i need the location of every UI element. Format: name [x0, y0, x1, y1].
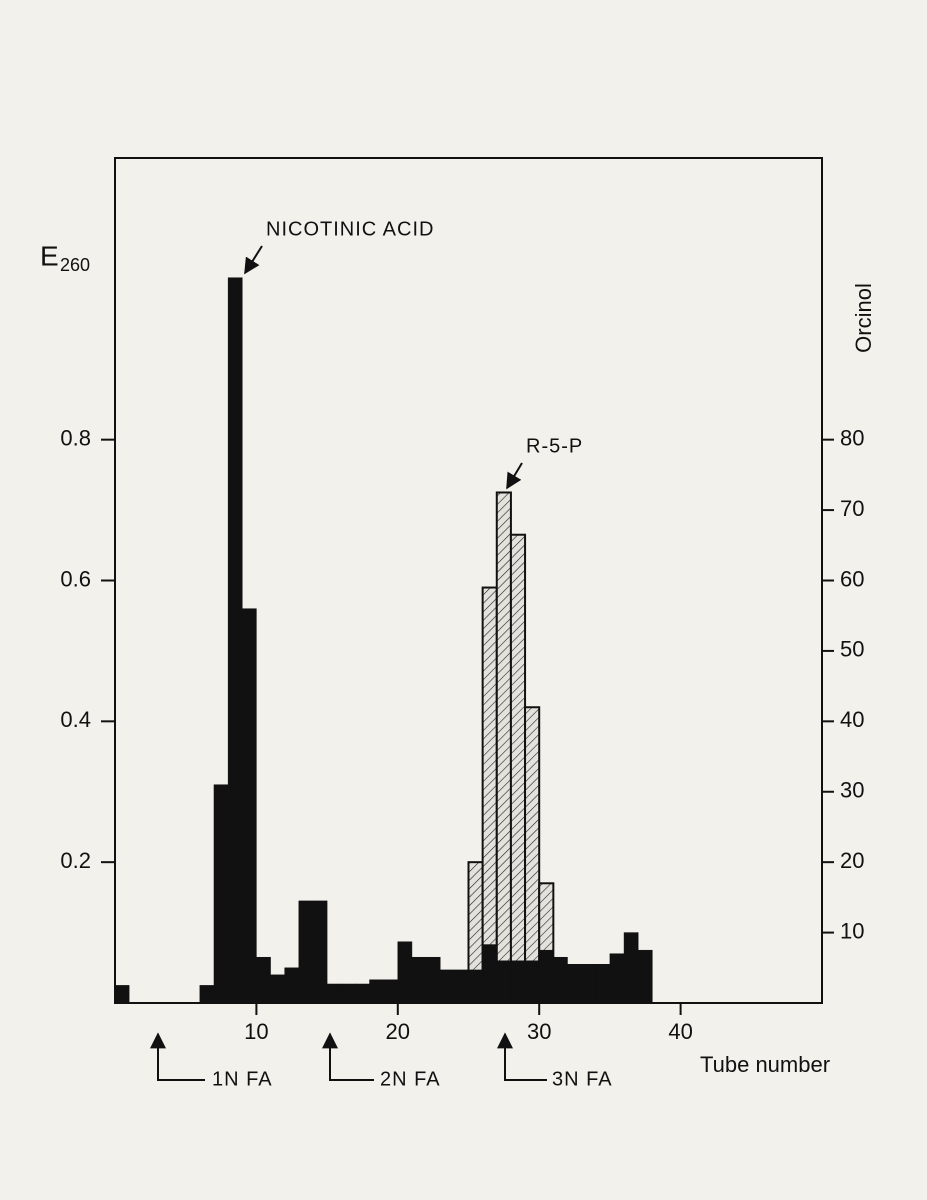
bar [454, 969, 469, 1004]
bar [553, 956, 568, 1004]
bar [256, 956, 271, 1004]
bar [369, 979, 384, 1004]
y-axis-label-subscript: 260 [60, 255, 90, 275]
y2-tick-label: 40 [840, 707, 864, 732]
y2-tick-label: 20 [840, 848, 864, 873]
y2-tick-label: 70 [840, 496, 864, 521]
y-tick-label: 0.2 [60, 848, 91, 873]
x-tick-label: 30 [527, 1019, 551, 1044]
annotation: 2N FA [380, 1068, 441, 1090]
bar [227, 277, 243, 1004]
bar [509, 533, 527, 1005]
annotation: 1N FA [212, 1068, 273, 1090]
y2-tick-label: 80 [840, 425, 864, 450]
bar [609, 953, 625, 1004]
annotation: R-5-P [526, 435, 583, 457]
y-axis-label: E [40, 240, 59, 271]
annotation-arrow [506, 462, 523, 490]
bar [595, 964, 611, 1004]
bar [496, 960, 512, 1004]
bar [411, 956, 427, 1004]
bar [637, 949, 653, 1004]
bar [397, 941, 413, 1004]
bar [425, 956, 441, 1004]
bar [538, 949, 554, 1004]
y2-tick-label: 10 [840, 918, 864, 943]
annotation-arrow [150, 1032, 205, 1081]
bar [495, 491, 512, 1004]
bar [270, 974, 285, 1004]
bar [298, 900, 314, 1004]
bar [524, 960, 540, 1004]
bar [355, 983, 370, 1004]
bar [623, 932, 639, 1004]
bar [524, 706, 541, 1004]
y-tick-label: 0.4 [60, 707, 91, 732]
bar [284, 967, 300, 1004]
x-tick-label: 10 [244, 1019, 268, 1044]
x-tick-label: 20 [386, 1019, 410, 1044]
annotation-arrow [497, 1032, 547, 1081]
bar [482, 944, 498, 1004]
annotation: NICOTINIC ACID [266, 218, 434, 240]
bar [481, 586, 498, 1005]
bar [114, 985, 130, 1004]
y-tick-label: 0.8 [60, 425, 91, 450]
bar [383, 979, 399, 1004]
bar [567, 964, 582, 1004]
bar [213, 784, 229, 1004]
bar [312, 900, 328, 1004]
bar [439, 969, 455, 1004]
bar [468, 969, 483, 1004]
bar [199, 985, 215, 1004]
bar [242, 608, 257, 1004]
x-tick-label: 40 [668, 1019, 692, 1044]
bar [510, 960, 526, 1004]
y2-tick-label: 60 [840, 566, 864, 591]
annotation: 3N FA [552, 1068, 613, 1090]
bar [326, 983, 342, 1004]
y2-tick-label: 50 [840, 637, 864, 662]
y2-axis-label: Orcinol [851, 283, 876, 353]
annotation-arrow [322, 1032, 374, 1081]
bar [340, 983, 356, 1004]
x-axis-label: Tube number [700, 1052, 830, 1077]
plot-marks [114, 277, 653, 1005]
bar [581, 964, 597, 1004]
y2-tick-label: 30 [840, 778, 864, 803]
y-tick-label: 0.6 [60, 566, 91, 591]
annotation-arrow [244, 245, 263, 275]
